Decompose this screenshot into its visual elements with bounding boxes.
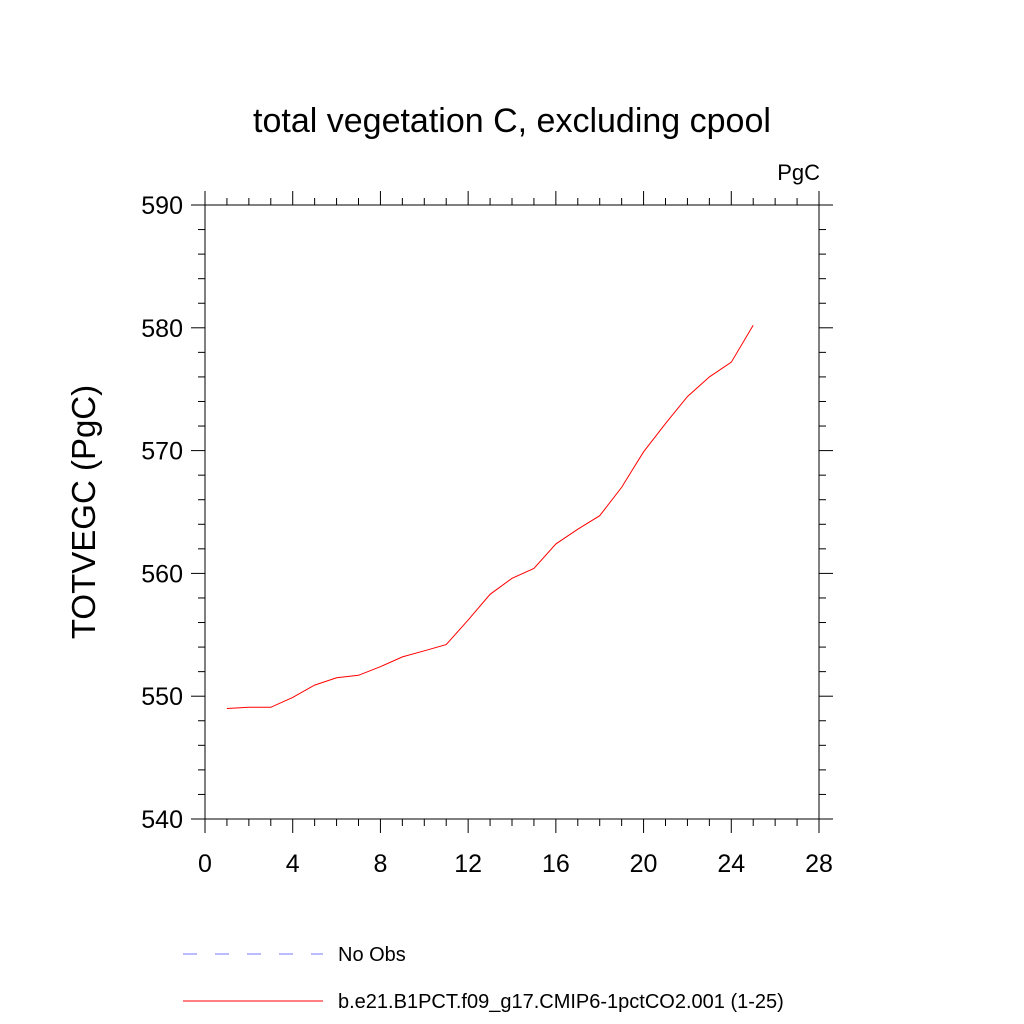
y-tick-label: 580 [141,315,183,343]
units-label: PgC [777,160,820,185]
x-tick-label: 24 [717,850,745,878]
x-tick-label: 12 [454,850,482,878]
axis-ticks [191,191,833,833]
plot-frame [204,204,820,820]
y-tick-label: 550 [141,683,183,711]
legend-label: b.e21.B1PCT.f09_g17.CMIP6-1pctCO2.001 (1… [338,991,784,1013]
x-tick-label: 20 [630,850,658,878]
chart-title: total vegetation C, excluding cpool [253,102,771,140]
tick-labels: 0 4 8 12 16 20 24 28 540 550 560 570 580 590 [141,192,833,878]
x-tick-label: 8 [373,850,387,878]
x-tick-label: 4 [286,850,300,878]
y-tick-label: 570 [141,438,183,466]
y-tick-label: 560 [141,560,183,588]
x-tick-label: 16 [542,850,570,878]
y-tick-label: 590 [141,192,183,220]
legend: No Obs b.e21.B1PCT.f09_g17.CMIP6-1pctCO2.… [183,944,784,1013]
series-line [226,325,754,709]
legend-label: No Obs [338,944,406,966]
y-tick-label: 540 [141,806,183,834]
x-tick-label: 28 [805,850,833,878]
x-tick-label: 0 [198,850,212,878]
y-axis-label: TOTVEGC (PgC) [65,385,102,639]
series-lines [226,325,754,709]
